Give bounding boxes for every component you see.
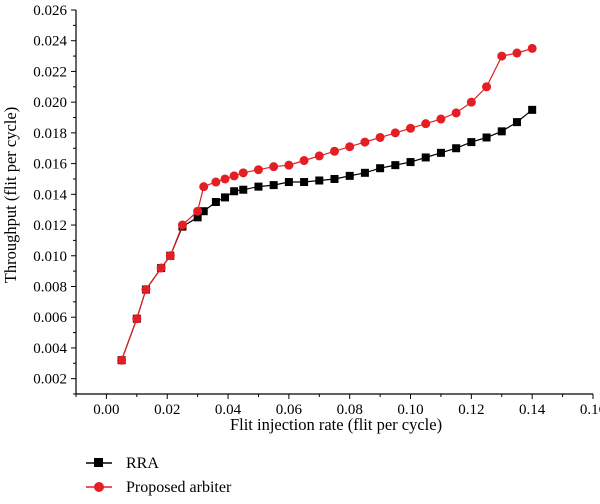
data-point-rra [221, 193, 230, 202]
x-tick-label: 0.02 [154, 402, 180, 418]
data-point-rra [391, 161, 400, 170]
series-rra [117, 105, 537, 365]
data-point-proposed-arbiter [330, 146, 339, 156]
data-point-rra [376, 164, 385, 173]
data-point-rra [467, 138, 476, 147]
data-point-proposed-arbiter [284, 160, 294, 170]
data-point-rra [512, 118, 521, 127]
data-point-rra [300, 178, 309, 187]
y-tick-label: 0.018 [33, 126, 67, 142]
data-point-proposed-arbiter [512, 48, 522, 58]
legend-item-rra: RRA [86, 455, 159, 472]
data-point-rra [284, 178, 293, 187]
series-line-proposed-arbiter [121, 47, 533, 361]
data-point-proposed-arbiter [375, 132, 385, 142]
y-axis-title: Throughput (flit per cycle) [1, 107, 20, 283]
series-layer [117, 43, 537, 365]
data-point-rra [345, 171, 354, 180]
data-point-proposed-arbiter [269, 162, 279, 172]
data-point-rra [269, 181, 278, 190]
data-point-rra [406, 158, 415, 167]
y-tick-label: 0.024 [33, 34, 67, 50]
data-point-rra [436, 148, 445, 157]
data-point-proposed-arbiter [527, 43, 537, 53]
y-tick-label: 0.020 [33, 95, 67, 111]
legend-label-rra: RRA [126, 455, 159, 472]
legend-item-proposed-arbiter: Proposed arbiter [86, 479, 232, 496]
data-point-proposed-arbiter [193, 206, 203, 216]
y-tick-label: 0.014 [33, 187, 67, 203]
x-axis-title: Flit injection rate (flit per cycle) [230, 415, 442, 434]
data-point-rra [315, 176, 324, 185]
series-proposed-arbiter [117, 43, 537, 365]
legend-label-proposed-arbiter: Proposed arbiter [126, 479, 232, 496]
data-point-proposed-arbiter [314, 151, 324, 161]
data-point-proposed-arbiter [451, 108, 461, 118]
data-point-proposed-arbiter [466, 97, 476, 107]
x-tick-label: 0.10 [397, 402, 423, 418]
y-tick-label: 0.006 [33, 310, 67, 326]
data-point-rra [482, 133, 491, 142]
y-tick-label: 0.022 [33, 64, 67, 80]
data-point-rra [230, 187, 239, 196]
x-tick-label: 0.14 [519, 402, 546, 418]
data-point-proposed-arbiter [165, 251, 175, 261]
data-point-proposed-arbiter [117, 355, 127, 365]
data-point-rra [452, 144, 461, 153]
x-tick-label: 0.16 [580, 402, 600, 418]
x-tick-label: 0.08 [337, 402, 363, 418]
data-point-rra [421, 153, 430, 162]
data-point-proposed-arbiter [345, 142, 355, 152]
data-point-proposed-arbiter [360, 137, 370, 147]
data-point-rra [211, 198, 220, 206]
data-point-proposed-arbiter [390, 128, 400, 138]
data-point-proposed-arbiter [199, 182, 209, 192]
data-point-rra [528, 105, 537, 114]
data-point-proposed-arbiter [156, 263, 166, 273]
data-point-proposed-arbiter [406, 123, 416, 133]
data-point-proposed-arbiter [211, 177, 221, 187]
x-tick-label: 0.00 [93, 402, 119, 418]
y-tick-label: 0.004 [33, 341, 67, 357]
series-line-rra [121, 109, 533, 361]
y-tick-label: 0.016 [33, 157, 67, 173]
data-point-proposed-arbiter [220, 174, 230, 184]
data-point-proposed-arbiter [299, 156, 309, 166]
y-tick-label: 0.010 [33, 249, 67, 265]
x-tick-label: 0.06 [276, 402, 303, 418]
data-point-proposed-arbiter [253, 165, 263, 175]
data-point-proposed-arbiter [141, 285, 151, 295]
legend-marker-rra [94, 458, 103, 467]
y-tick-label: 0.008 [33, 279, 67, 295]
data-point-rra [360, 168, 369, 177]
data-point-rra [193, 213, 202, 222]
data-point-rra [330, 174, 339, 183]
data-point-rra [497, 127, 506, 136]
axes: 0.00 0.02 0.04 0.06 0.08 0.10 0.12 0.14 0.16 0.00… [33, 3, 600, 418]
x-tick-label: 0.04 [215, 402, 242, 418]
y-tick-label: 0.026 [33, 3, 67, 19]
data-point-proposed-arbiter [238, 168, 248, 178]
data-point-proposed-arbiter [436, 114, 446, 124]
data-point-proposed-arbiter [132, 314, 142, 324]
y-tick-label: 0.002 [33, 372, 67, 388]
data-point-proposed-arbiter [177, 220, 187, 230]
data-point-rra [239, 185, 248, 194]
data-point-proposed-arbiter [497, 51, 507, 61]
data-point-rra [254, 182, 263, 191]
data-point-proposed-arbiter [421, 119, 431, 129]
legend: RRA Proposed arbiter [86, 455, 232, 496]
x-tick-label: 0.12 [458, 402, 484, 418]
data-point-rra [199, 207, 208, 216]
y-tick-label: 0.012 [33, 218, 67, 234]
data-point-proposed-arbiter [229, 171, 239, 181]
legend-marker-proposed-arbiter [94, 482, 104, 492]
data-point-proposed-arbiter [482, 82, 492, 92]
